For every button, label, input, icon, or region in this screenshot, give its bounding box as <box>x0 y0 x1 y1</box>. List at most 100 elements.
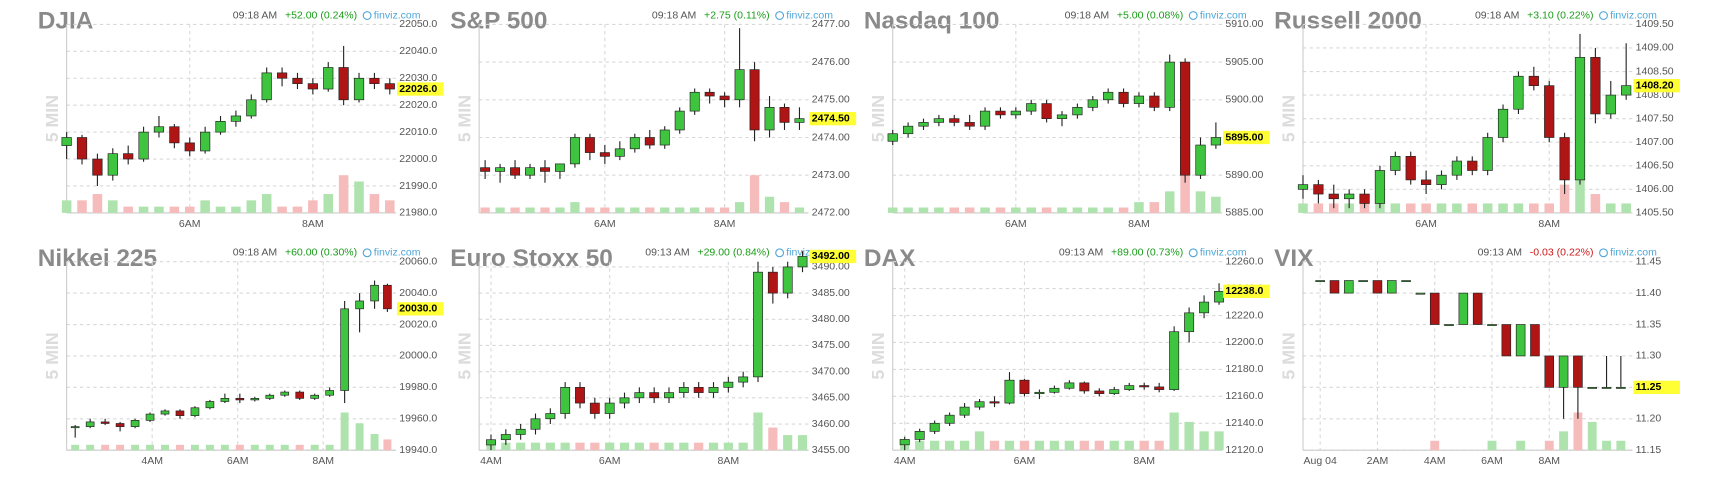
candle-body <box>944 414 955 424</box>
candle-body <box>797 256 808 268</box>
side-label: 5 MIN <box>455 95 475 142</box>
candle-body <box>1019 379 1030 394</box>
volume-bar <box>1405 203 1416 213</box>
candle-body <box>310 394 320 399</box>
volume-bar <box>108 200 118 213</box>
candle-body <box>1049 387 1060 393</box>
candle-body <box>153 126 165 133</box>
side-label: 5 MIN <box>1278 332 1298 379</box>
y-tick-label: 1409.50 <box>1636 18 1674 30</box>
y-tick-label: 12180.0 <box>1225 363 1263 375</box>
volume-bar <box>903 207 913 213</box>
last-price-label: 20030.0 <box>399 303 437 315</box>
x-tick-label: 8AM <box>718 455 740 467</box>
volume-bar <box>679 442 689 451</box>
y-tick-label: 5910.00 <box>1225 18 1263 30</box>
candle-body <box>325 390 334 396</box>
x-tick-label: 6AM <box>179 218 201 230</box>
candle-body <box>794 118 805 123</box>
candle-body <box>1444 324 1454 326</box>
volume-bar <box>175 444 184 451</box>
side-label: 5 MIN <box>868 95 888 142</box>
volume-bar <box>1513 203 1524 213</box>
volume-bar <box>1452 203 1462 213</box>
x-tick-label: 8AM <box>1538 218 1560 230</box>
source-icon <box>1188 11 1198 20</box>
change: +52.00 (0.24%) <box>285 9 357 21</box>
volume-bar <box>719 207 730 213</box>
last-price-box <box>397 82 444 96</box>
y-tick-label: 21990.0 <box>399 180 437 192</box>
volume-bar <box>1134 202 1144 213</box>
change: +5.00 (0.08%) <box>1117 9 1183 21</box>
volume-bar <box>1467 203 1478 213</box>
candle-body <box>1530 324 1540 357</box>
y-tick-label: 20060.0 <box>399 255 437 267</box>
volume-bar <box>1139 440 1149 451</box>
last-price-label: 2474.50 <box>812 112 850 124</box>
y-tick-label: 3455.00 <box>812 444 850 456</box>
x-tick-label: 8AM <box>1133 455 1155 467</box>
candle-body <box>1169 331 1180 390</box>
candle-body <box>929 422 940 432</box>
x-tick-label: 8AM <box>1538 455 1560 467</box>
y-tick-label: 3475.00 <box>812 339 850 351</box>
candle-body <box>1329 280 1340 294</box>
candle-body <box>76 137 88 160</box>
volume-bar <box>1430 440 1440 451</box>
candle-body <box>1087 99 1098 108</box>
candle-body <box>1118 91 1129 104</box>
volume-bar <box>86 444 95 451</box>
y-tick-label: 12220.0 <box>1225 309 1263 321</box>
candle-body <box>200 131 211 152</box>
volume-bar <box>231 206 241 213</box>
volume-bar <box>101 444 110 451</box>
volume-bar <box>723 442 733 451</box>
volume-bar <box>1124 440 1134 451</box>
y-tick-label: 22040.0 <box>399 45 437 57</box>
x-tick-label: 6AM <box>1014 455 1036 467</box>
volume-bar <box>235 444 244 451</box>
volume-bar <box>1180 175 1190 213</box>
y-tick-label: 1405.50 <box>1636 207 1674 219</box>
volume-bar <box>1590 194 1601 213</box>
volume-bar <box>495 207 505 213</box>
volume-bar <box>308 200 318 213</box>
y-tick-label: 22000.0 <box>399 153 437 165</box>
y-tick-label: 3480.00 <box>812 313 850 325</box>
candle-body <box>1154 386 1165 390</box>
x-tick-label: 4AM <box>1424 455 1446 467</box>
volume-bar <box>797 435 808 451</box>
candle-body <box>779 107 790 123</box>
candle-body <box>1149 95 1160 108</box>
time: 09:18 AM <box>1065 9 1109 21</box>
volume-bar <box>200 200 210 213</box>
candle-body <box>295 391 305 399</box>
y-tick-label: 3470.00 <box>812 365 850 377</box>
candle-body <box>525 167 535 176</box>
x-tick-label: 6AM <box>1415 218 1437 230</box>
candle-body <box>292 77 303 84</box>
volume-bar <box>1616 440 1626 451</box>
candle-body <box>1558 355 1569 388</box>
candle-body <box>1497 108 1509 138</box>
volume-bar <box>570 202 580 213</box>
volume-bar <box>190 444 199 451</box>
volume-bar <box>738 442 748 451</box>
last-price-box <box>1223 130 1270 145</box>
volume-bar <box>630 207 640 213</box>
volume-bar <box>138 206 149 213</box>
volume-bar <box>161 444 169 451</box>
y-tick-label: 5900.00 <box>1225 94 1263 106</box>
candle-body <box>265 394 275 399</box>
candle-body <box>1472 292 1483 325</box>
candle-body <box>782 266 793 294</box>
candle-body <box>1041 103 1052 119</box>
candle-body <box>1359 193 1370 204</box>
candle-body <box>738 376 749 383</box>
x-tick-label: 4AM <box>141 455 163 467</box>
chart-panel: Nikkei 225 +60.00 (0.30%) 09:18 AM finviz.c… <box>38 245 444 467</box>
volume-bar <box>918 207 929 213</box>
last-price-box <box>397 302 444 316</box>
